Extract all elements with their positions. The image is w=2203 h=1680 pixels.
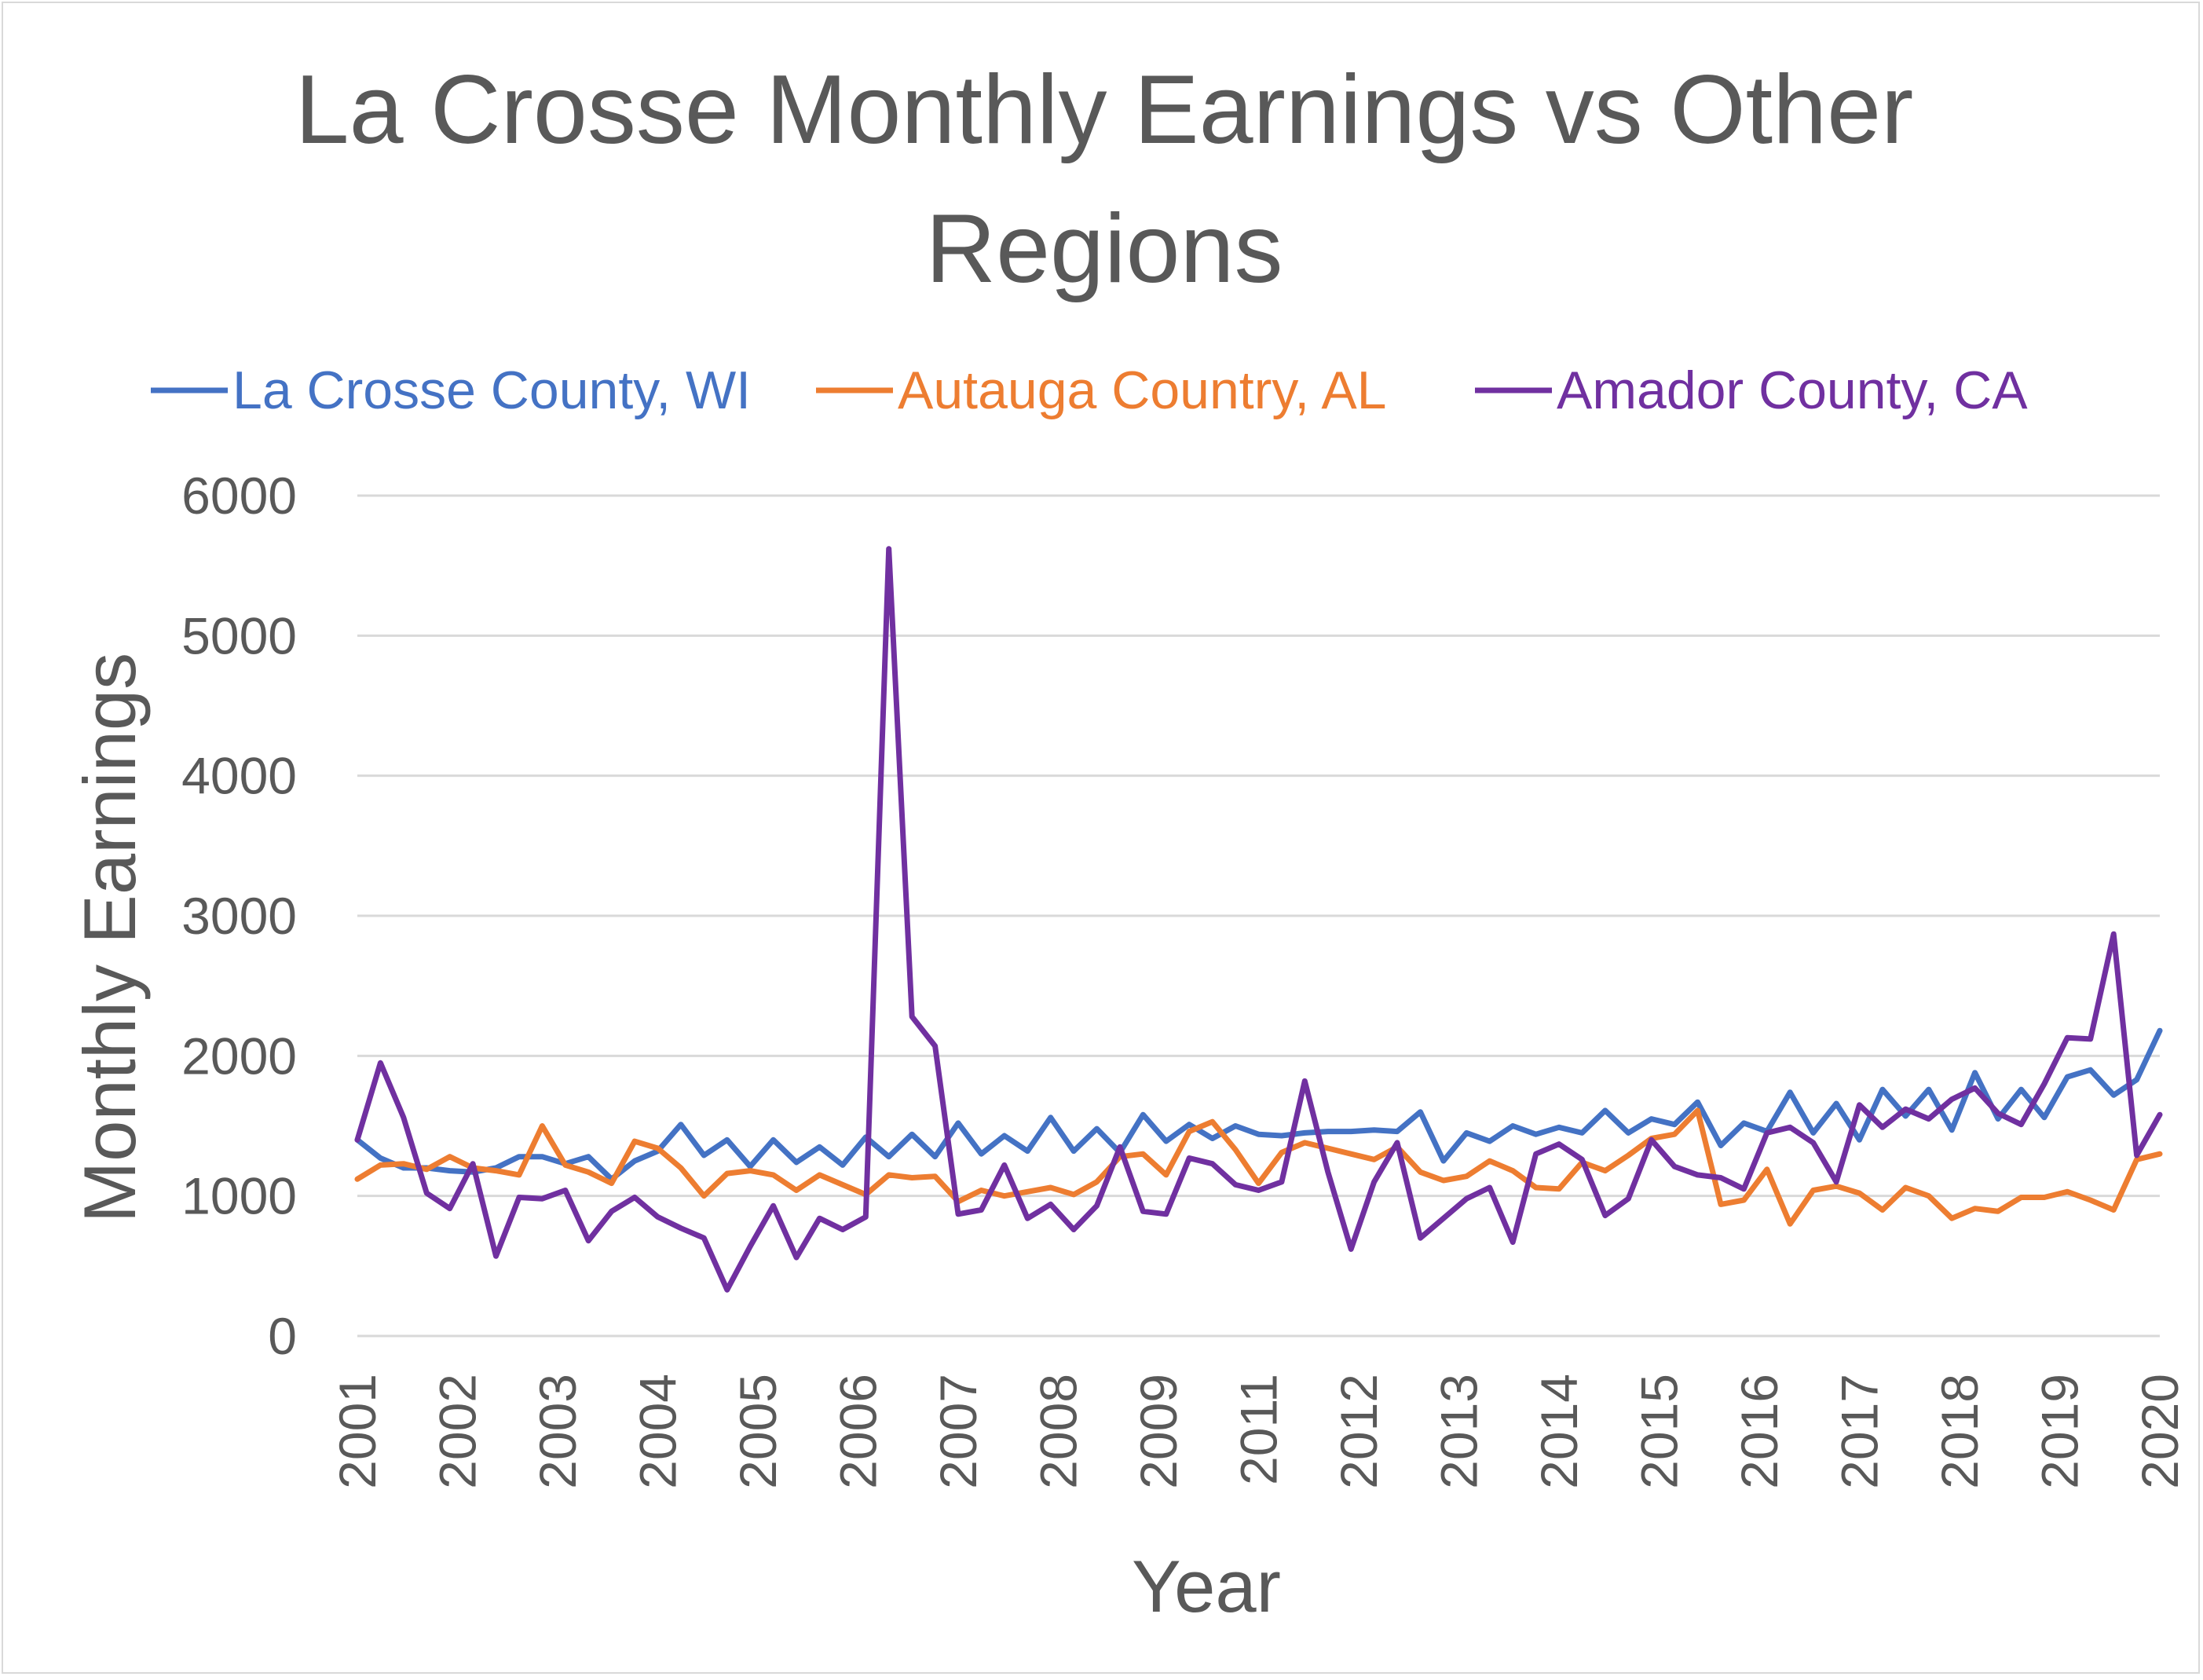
x-axis-ticks: 2001 2002 2003 2004 2005 2006 2007 2008 2009 2011…	[328, 1374, 2189, 1489]
legend-item-autauga: Autauga Country, AL	[816, 361, 1387, 420]
x-tick-label: 2008	[1030, 1374, 1088, 1489]
x-tick-label: 2003	[529, 1374, 587, 1489]
gridlines	[357, 494, 2160, 1338]
x-tick-label: 2016	[1730, 1374, 1788, 1489]
y-tick-label: 0	[268, 1307, 297, 1365]
chart-title-line-2: Regions	[926, 195, 1283, 303]
y-tick-label: 5000	[181, 606, 297, 664]
x-axis-title: Year	[1132, 1545, 1281, 1627]
x-tick-label: 2002	[429, 1374, 487, 1489]
x-tick-label: 2005	[729, 1374, 787, 1489]
x-tick-label: 2006	[829, 1374, 887, 1489]
x-tick-label: 2013	[1430, 1374, 1488, 1489]
y-tick-label: 4000	[181, 747, 297, 805]
y-axis-ticks: 0 1000 2000 3000 4000 5000 6000	[181, 467, 297, 1365]
x-tick-label: 2009	[1129, 1374, 1187, 1489]
legend-label-autauga: Autauga Country, AL	[898, 361, 1387, 420]
legend-label-amador: Amador County, CA	[1557, 361, 2028, 420]
x-tick-label: 2019	[2031, 1374, 2089, 1489]
x-tick-label: 2017	[1831, 1374, 1889, 1489]
legend-item-la-crosse: La Crosse County, WI	[151, 361, 751, 420]
y-tick-label: 3000	[181, 887, 297, 945]
x-tick-label: 2004	[629, 1374, 687, 1489]
y-tick-label: 6000	[181, 467, 297, 525]
x-tick-label: 2011	[1230, 1374, 1288, 1485]
y-axis-title: Monthly Earnings	[68, 653, 151, 1223]
y-tick-label: 1000	[181, 1167, 297, 1225]
x-tick-label: 2018	[1930, 1374, 1989, 1489]
legend-item-amador: Amador County, CA	[1475, 361, 2028, 420]
y-tick-label: 2000	[181, 1027, 297, 1085]
series-lines	[354, 546, 2163, 1293]
line-chart: La Crosse Monthly Earnings vs Other Regi…	[68, 56, 2189, 1627]
series-line-amador-county-ca	[354, 546, 2163, 1293]
x-tick-label: 2001	[328, 1374, 386, 1489]
x-tick-label: 2020	[2131, 1374, 2189, 1489]
x-tick-label: 2014	[1530, 1374, 1588, 1489]
series-line-autauga-country-al	[354, 1107, 2163, 1227]
x-tick-label: 2012	[1330, 1374, 1388, 1489]
x-tick-label: 2015	[1630, 1374, 1689, 1489]
chart-title-line-1: La Crosse Monthly Earnings vs Other	[295, 56, 1914, 164]
chart-legend: La Crosse County, WI Autauga Country, AL…	[151, 361, 2028, 420]
x-tick-label: 2007	[929, 1374, 987, 1489]
legend-label-la-crosse: La Crosse County, WI	[232, 361, 751, 420]
